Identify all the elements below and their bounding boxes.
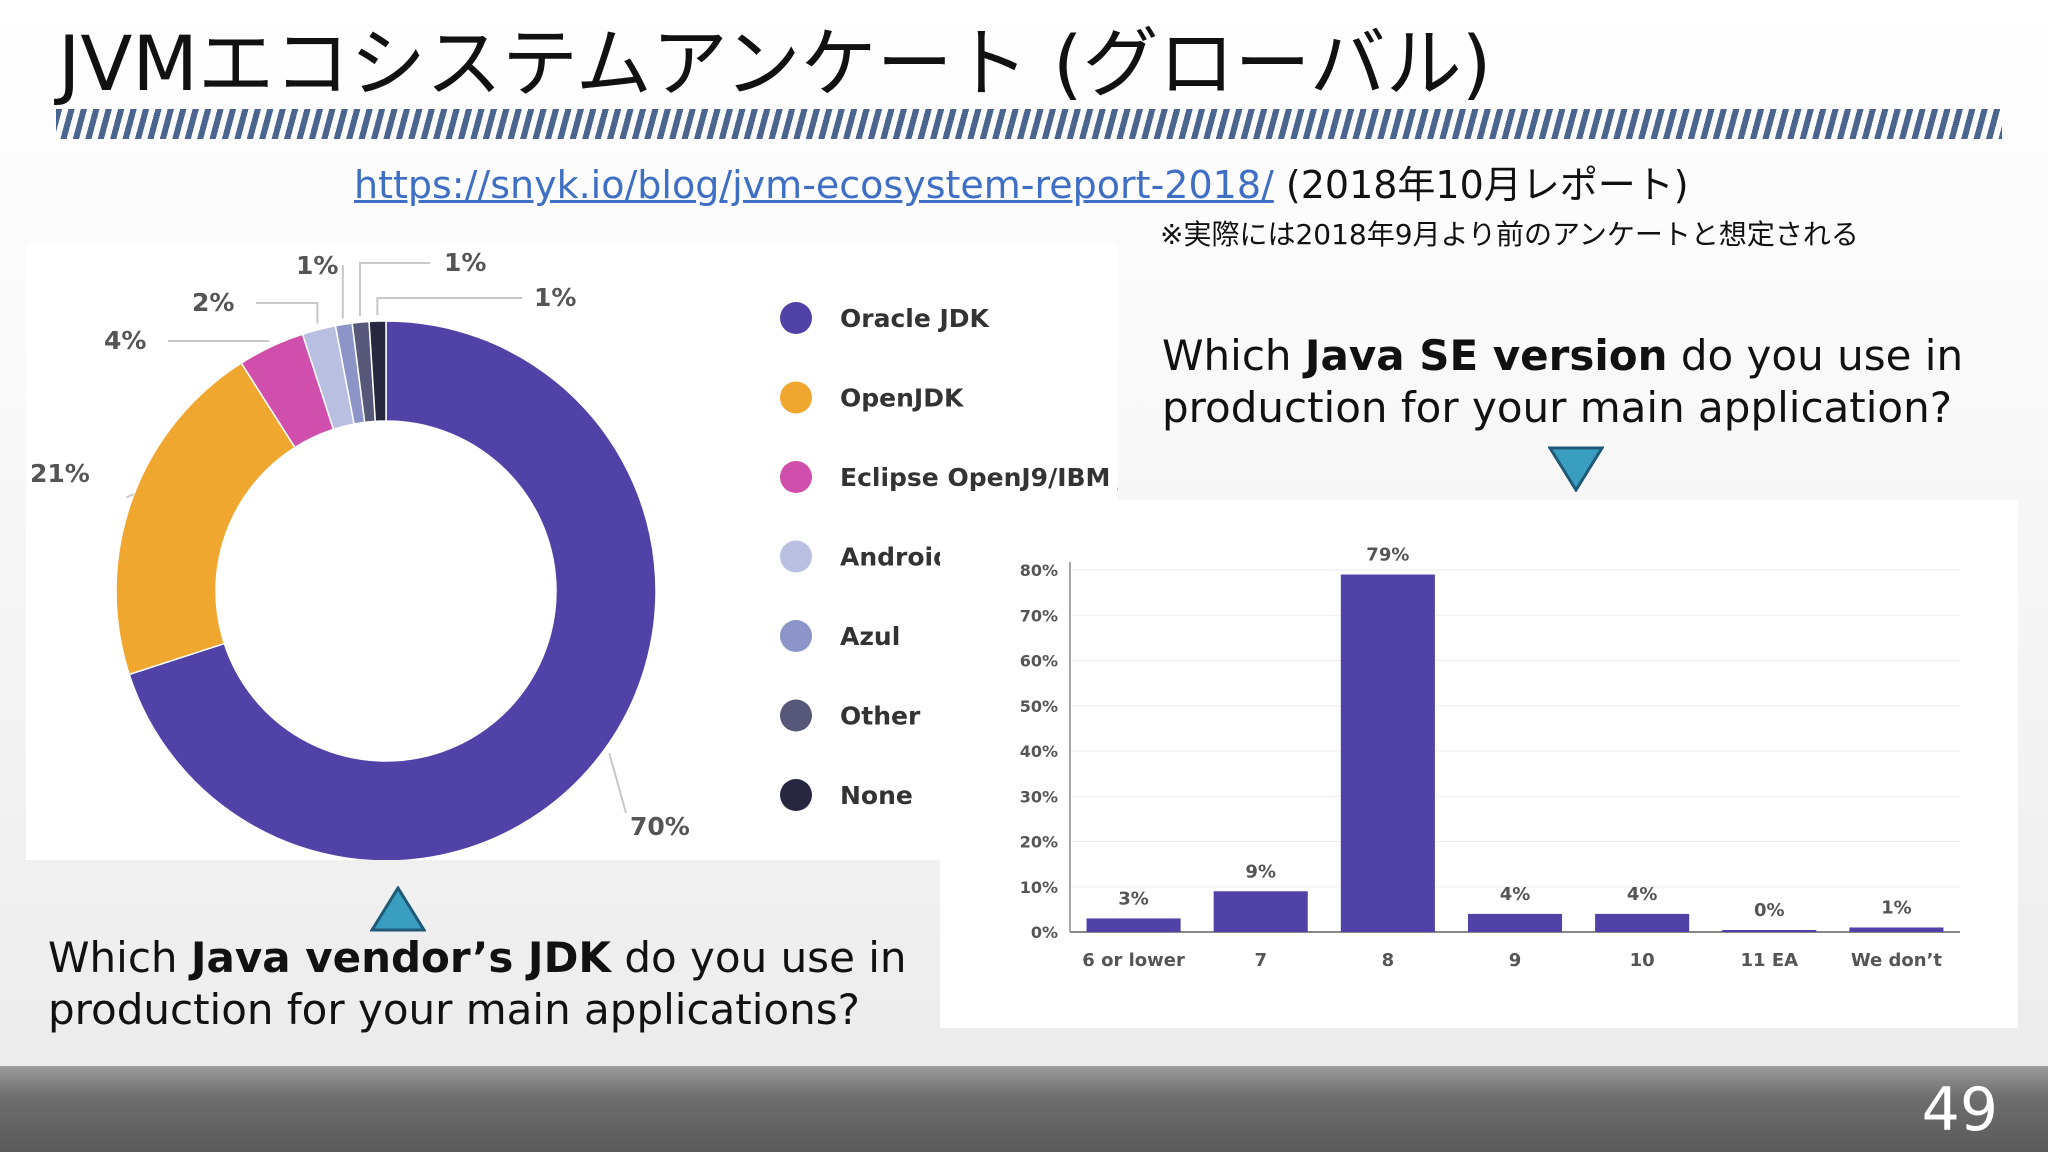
legend-label-android: Android (840, 543, 951, 572)
donut-leader-android (256, 302, 319, 324)
bar-value-label-8: 79% (1366, 545, 1409, 566)
vendor-question: Which Java vendor’s JDK do you use in pr… (48, 932, 907, 1036)
donut-value-label-eclipse-openj9-ibm-j9: 4% (104, 326, 146, 355)
legend-label-oracle-jdk: Oracle JDK (840, 304, 991, 333)
bar-6-or-lower (1086, 918, 1181, 932)
y-tick-label-50: 50% (1020, 697, 1058, 716)
vendor-question-line1: Which Java vendor’s JDK do you use in (48, 933, 907, 982)
legend-swatch-eclipse-openj9-ibm-j9 (780, 461, 812, 493)
pointer-up-triangle (370, 886, 426, 932)
legend-swatch-openjdk (780, 381, 812, 414)
donut-leader-openjdk (125, 493, 135, 499)
report-date: (2018年10月レポート) (1285, 163, 1689, 207)
donut-slice-none (368, 320, 387, 423)
donut-value-label-oracle-jdk: 70% (630, 812, 690, 841)
legend-swatch-other (780, 699, 812, 732)
bar-7 (1213, 891, 1308, 932)
vendor-chart-panel: 70% 21% 4% 2% 1% 1% 1% Oracle JDK OpenJDK Eclipse… (26, 244, 1146, 862)
y-tick-label-40: 40% (1020, 742, 1058, 761)
donut-value-label-android: 2% (192, 288, 234, 317)
y-tick-label-0: 0% (1031, 923, 1058, 942)
legend-label-azul: Azul (840, 622, 900, 651)
y-tick-label-60: 60% (1020, 652, 1058, 671)
pointer-down-triangle (1548, 446, 1604, 492)
y-tick-label-80: 80% (1020, 561, 1058, 580)
bar-value-label-we-don-t: 1% (1881, 897, 1912, 918)
version-question-line2: production for your main application? (1162, 383, 1953, 432)
donut-leader-none (376, 297, 522, 316)
legend-label-none: None (840, 781, 913, 810)
x-tick-label-10: 10 (1630, 950, 1655, 971)
legend-swatch-none (780, 779, 812, 811)
slide-title: JVMエコシステムアンケート (グローバル) (58, 19, 1492, 108)
bottom-floor-band (0, 1066, 2048, 1152)
x-tick-label-11-ea: 11 EA (1741, 950, 1799, 971)
x-tick-label-8: 8 (1382, 950, 1395, 971)
version-bar-chart: 0%10%20%30%40%50%60%70%80%3%6 or lower9%… (1020, 545, 1960, 971)
version-chart-panel: 0% 10% 20% 30% 40% 50% 60% 70% 80% 3% 6 or lower 9%… (940, 500, 2018, 1028)
source-note: ※実際には2018年9月より前のアンケートと想定される (1160, 218, 1859, 251)
source-link[interactable]: https://snyk.io/blog/jvm-ecosystem-repor… (354, 163, 1274, 207)
bar-we-don-t (1849, 927, 1944, 932)
donut-value-label-openjdk: 21% (30, 459, 90, 488)
bar-8 (1340, 574, 1435, 932)
legend-swatch-android (780, 540, 812, 573)
x-tick-label-7: 7 (1254, 950, 1267, 971)
donut-leader-other (359, 262, 430, 317)
x-tick-label-we-don-t: We don’t (1851, 950, 1943, 971)
donut-value-label-other: 1% (444, 248, 486, 277)
bar-value-label-9: 4% (1500, 884, 1531, 905)
vendor-question-line2: production for your main applications? (48, 985, 860, 1034)
y-tick-label-10: 10% (1020, 878, 1058, 897)
x-tick-label-6-or-lower: 6 or lower (1082, 950, 1185, 971)
bar-value-label-7: 9% (1245, 861, 1276, 882)
legend-swatch-oracle-jdk (780, 302, 812, 334)
bar-9 (1467, 913, 1563, 932)
donut-leader-azul (341, 265, 344, 319)
bar-11-ea (1722, 930, 1817, 932)
legend-swatch-azul (780, 620, 812, 652)
y-tick-label-30: 30% (1020, 787, 1058, 806)
legend-label-other: Other (840, 702, 921, 731)
donut-slice-openjdk (115, 361, 296, 676)
legend-label-eclipse-openj9-ibm-j9: Eclipse OpenJ9/IBM J9 (840, 463, 1118, 492)
version-question-line1: Which Java SE version do you use in (1162, 331, 1964, 380)
y-tick-label-20: 20% (1020, 833, 1058, 852)
page-number: 49 (1921, 1075, 1998, 1145)
y-tick-label-70: 70% (1020, 606, 1058, 625)
bar-value-label-11-ea: 0% (1754, 900, 1785, 921)
legend-label-openjdk: OpenJDK (840, 384, 965, 413)
vendor-donut-chart: 70% 21% 4% 2% 1% 1% 1% Oracle JDK OpenJDK Eclipse… (30, 248, 1146, 862)
bar-10 (1595, 913, 1690, 932)
bar-value-label-10: 4% (1627, 884, 1658, 905)
source-line: https://snyk.io/blog/jvm-ecosystem-repor… (354, 154, 1689, 209)
x-tick-label-9: 9 (1509, 950, 1522, 971)
version-question: Which Java SE version do you use in prod… (1162, 330, 1963, 434)
donut-leader-oracle-jdk (608, 752, 627, 814)
title-underline-stripe (56, 109, 2002, 139)
donut-value-label-none: 1% (534, 283, 576, 312)
donut-slice-oracle-jdk (128, 320, 657, 862)
donut-value-label-azul: 1% (296, 251, 338, 280)
bar-value-label-6-or-lower: 3% (1118, 888, 1149, 909)
